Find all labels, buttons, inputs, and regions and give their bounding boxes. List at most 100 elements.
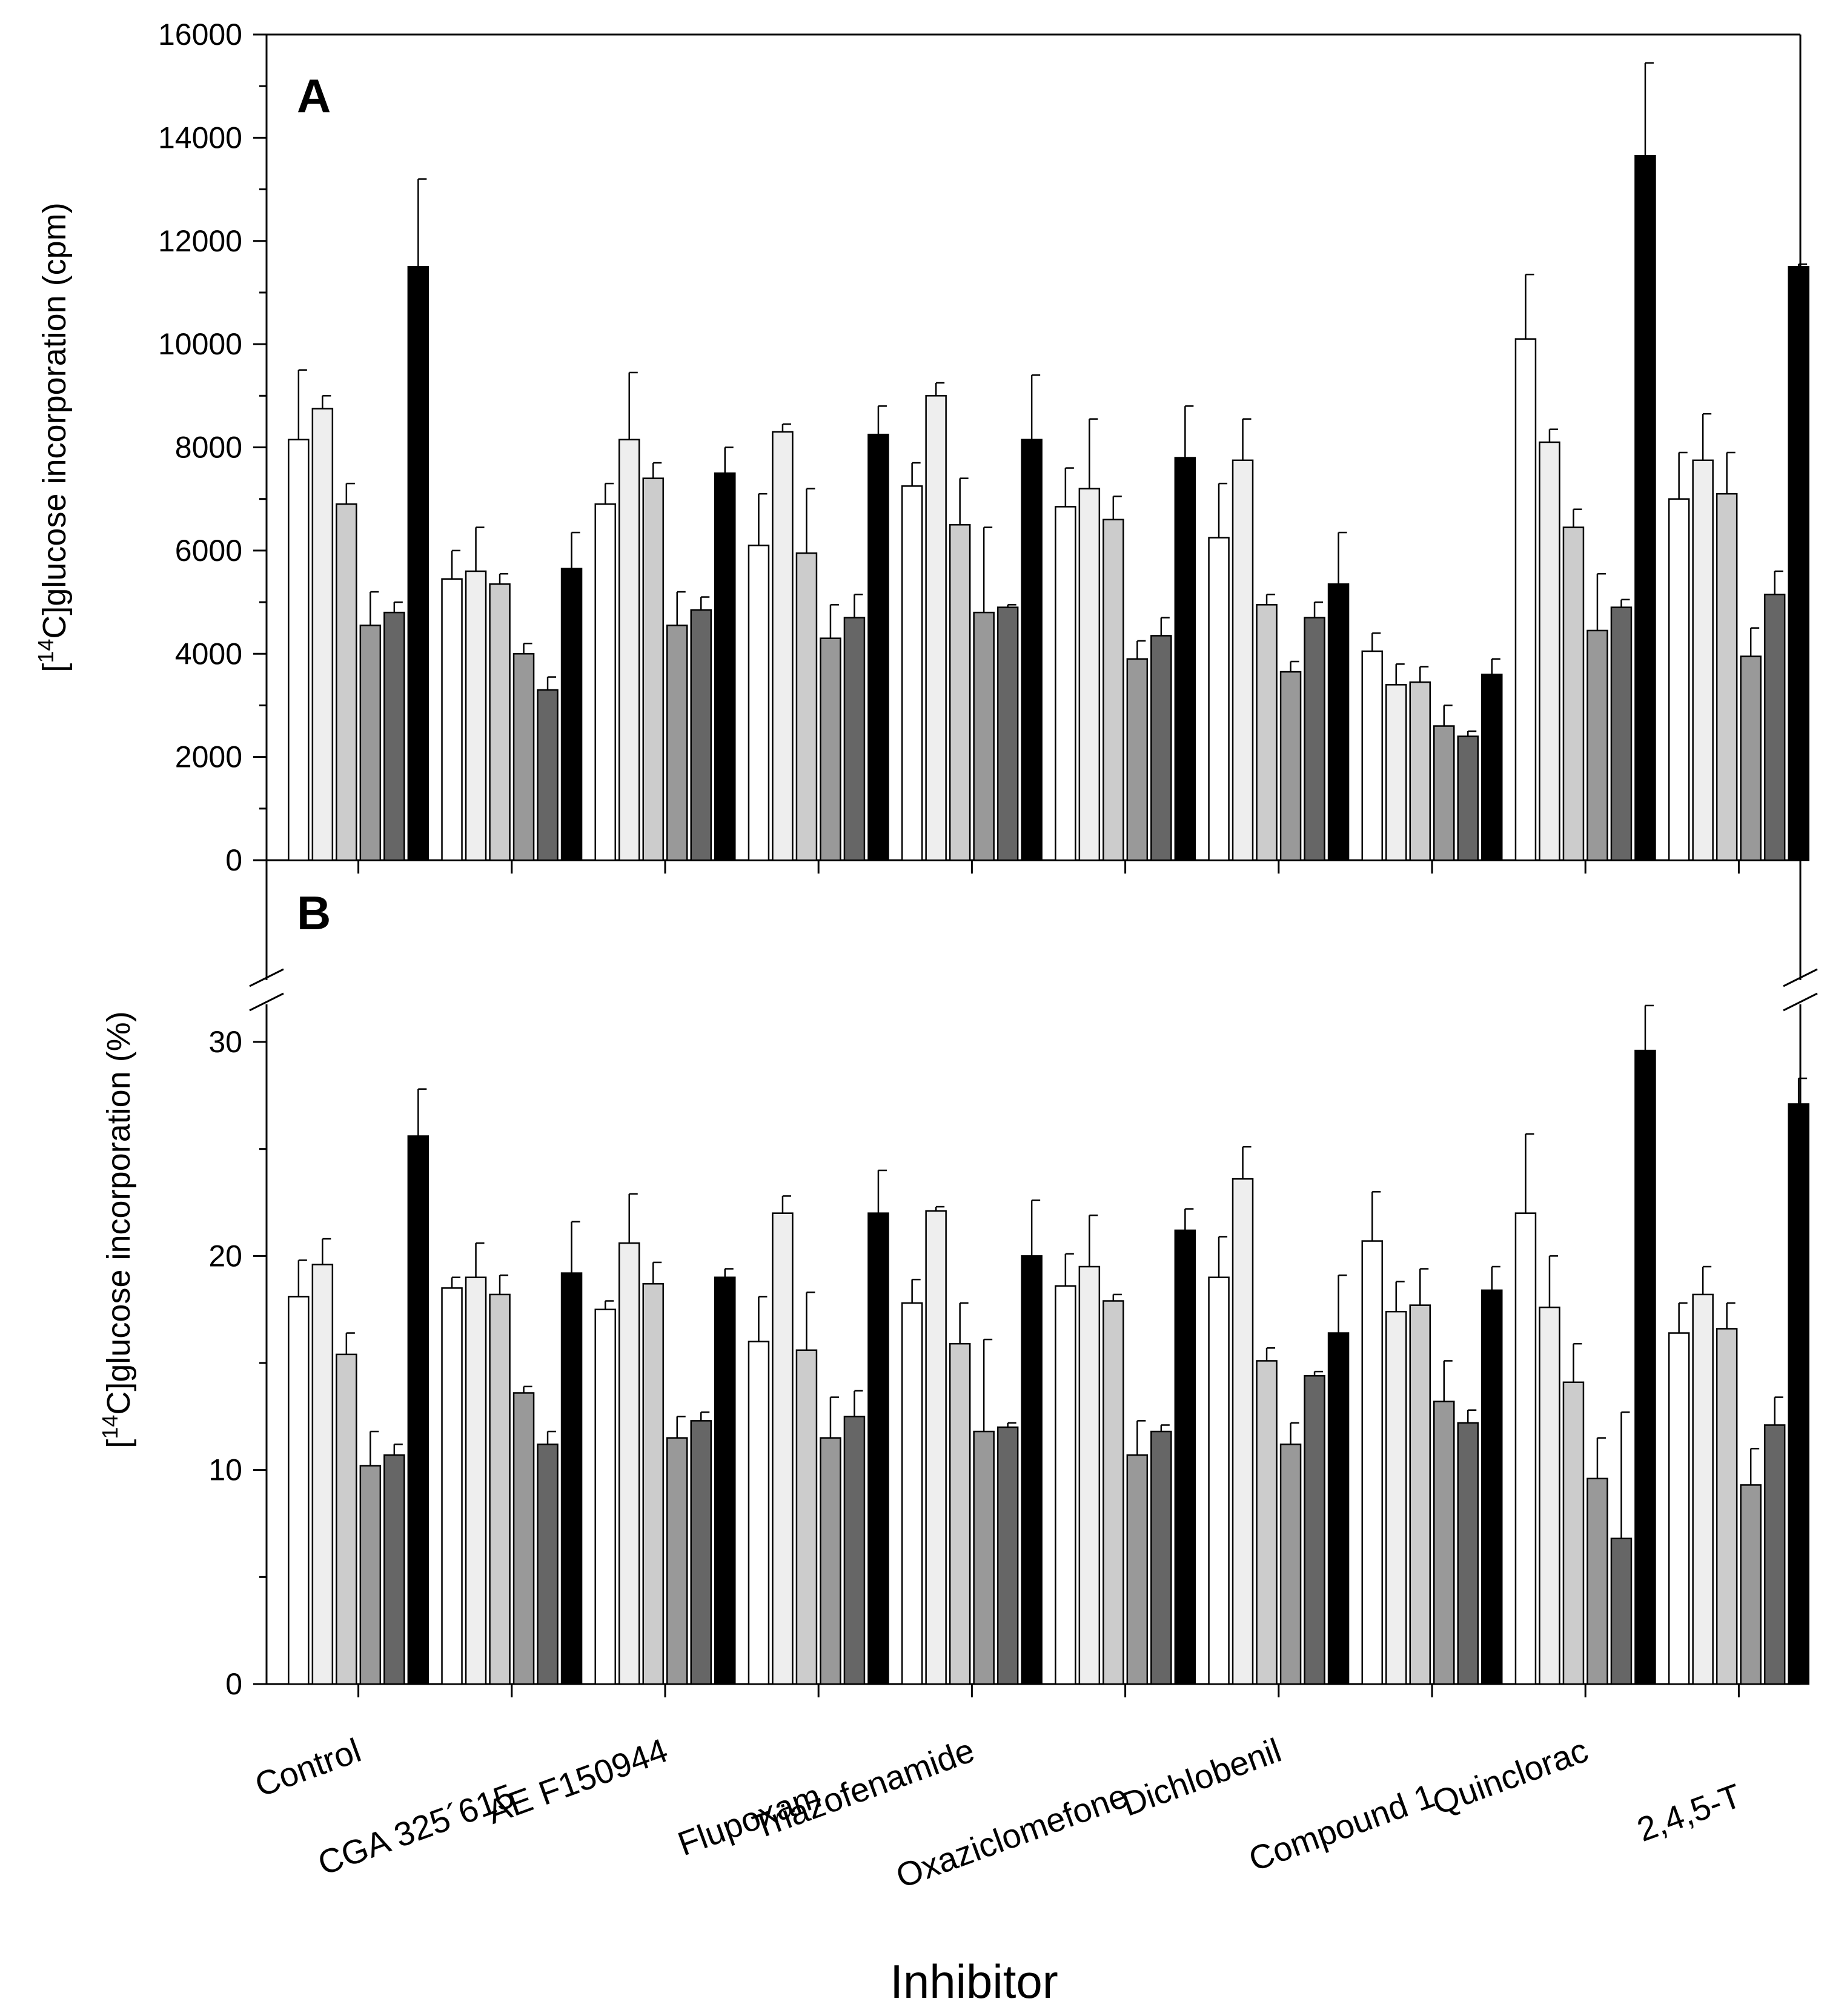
bar: [748, 1341, 770, 1685]
bar: [441, 1287, 463, 1685]
bar: [795, 552, 818, 861]
bar: [1208, 537, 1230, 861]
bar: [1668, 498, 1690, 861]
bar: [1021, 439, 1043, 861]
bar: [1304, 1374, 1325, 1685]
y-tick-label: 4000: [175, 637, 242, 671]
axis-break-mark-right: [1783, 992, 1818, 1012]
bar: [512, 1392, 535, 1685]
bar: [1385, 1310, 1407, 1685]
y-tick-label: 12000: [158, 224, 242, 258]
bar: [949, 1342, 971, 1685]
bar: [1385, 684, 1407, 861]
bar: [714, 472, 736, 861]
axis-break-mark-right: [1783, 968, 1818, 987]
bar: [1279, 671, 1302, 861]
bar: [1740, 1484, 1762, 1685]
bar: [311, 1264, 334, 1685]
bar: [1232, 1178, 1254, 1685]
bar: [465, 570, 487, 861]
bar: [1126, 1454, 1149, 1685]
bar: [1174, 457, 1196, 861]
bar: [1668, 1332, 1690, 1685]
bar: [901, 485, 923, 861]
bar: [1102, 519, 1124, 861]
bar: [1327, 1332, 1350, 1685]
bar: [383, 1454, 405, 1685]
bar: [748, 545, 770, 861]
bar: [1457, 1422, 1479, 1685]
bar: [666, 1437, 688, 1685]
bar: [288, 1296, 310, 1685]
bar: [359, 625, 382, 861]
bar: [1409, 681, 1431, 861]
bar: [996, 606, 1019, 861]
bar: [1055, 1285, 1076, 1685]
panel-a-ylabel: [14C]glucose incorporation (cpm): [33, 202, 73, 672]
bar: [1716, 492, 1738, 861]
bar: [843, 1416, 866, 1685]
panel-b-ylabel: [14C]glucose incorporation (%): [98, 1011, 137, 1448]
bar: [1361, 650, 1383, 861]
bar: [1763, 1424, 1786, 1685]
y-tick-label: 30: [208, 1025, 242, 1059]
bar: [1208, 1276, 1230, 1685]
bar: [537, 1444, 559, 1685]
bar: [383, 611, 405, 861]
chart-layer: 0 2000 4000 6000 8000 10000 12000 14000 16000 0 10…: [158, 18, 1818, 1895]
bar: [336, 1353, 357, 1685]
y-tick-label: 10: [208, 1453, 242, 1487]
bar: [1256, 1360, 1278, 1685]
bar: [690, 609, 712, 861]
bar: [537, 689, 559, 861]
panel-b-ylabel-text: C]glucose incorporation (%): [101, 1011, 137, 1414]
bar: [925, 395, 947, 861]
bar: [594, 1308, 616, 1685]
bar: [1562, 1381, 1585, 1685]
y-tick-label: 16000: [158, 18, 242, 51]
bar: [642, 1283, 664, 1685]
bar: [560, 568, 583, 861]
bar: [1692, 1293, 1714, 1685]
bar: [1539, 1306, 1560, 1685]
y-tick-label: 2000: [175, 740, 242, 774]
bar: [772, 431, 794, 861]
panel-a-ylabel-text: C]glucose incorporation (cpm): [36, 202, 73, 638]
bar: [1078, 488, 1101, 861]
bar: [867, 1212, 889, 1685]
bar: [594, 503, 616, 861]
bar: [901, 1302, 923, 1685]
bar: [311, 408, 334, 861]
bar: [925, 1210, 947, 1685]
bar: [1716, 1328, 1738, 1685]
bar: [1256, 604, 1278, 861]
bar: [336, 503, 357, 861]
bar: [1433, 725, 1455, 861]
bar: [666, 625, 688, 861]
bar: [1514, 338, 1537, 861]
bar: [1409, 1304, 1431, 1685]
axis-break-mark-left: [249, 968, 284, 987]
bar: [1788, 1103, 1809, 1685]
bar: [359, 1465, 382, 1685]
bar: [489, 1293, 511, 1685]
bar: [1481, 674, 1503, 861]
bar: [560, 1272, 583, 1685]
bar: [1304, 617, 1325, 861]
bar: [820, 637, 841, 861]
bar: [1078, 1265, 1101, 1685]
bar: [642, 477, 664, 861]
bar: [1740, 655, 1762, 861]
bar: [795, 1349, 818, 1685]
bar: [973, 1430, 995, 1685]
axis-break-mark-left: [249, 992, 284, 1012]
bar: [1587, 1477, 1608, 1685]
bar: [441, 578, 463, 861]
bar: [1102, 1300, 1124, 1685]
bar: [1361, 1240, 1383, 1685]
bar: [1692, 459, 1714, 861]
bar: [1433, 1401, 1455, 1685]
bar: [1232, 459, 1254, 861]
bar: [1514, 1212, 1537, 1685]
